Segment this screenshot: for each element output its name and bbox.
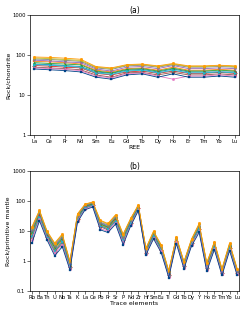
X-axis label: Trace elements: Trace elements — [110, 301, 159, 306]
Y-axis label: Rock/primitive mantle: Rock/primitive mantle — [6, 196, 11, 266]
Title: (a): (a) — [129, 6, 140, 15]
Title: (b): (b) — [129, 162, 140, 171]
X-axis label: REE: REE — [128, 145, 140, 150]
Y-axis label: Rock/chondrite: Rock/chondrite — [6, 51, 11, 99]
